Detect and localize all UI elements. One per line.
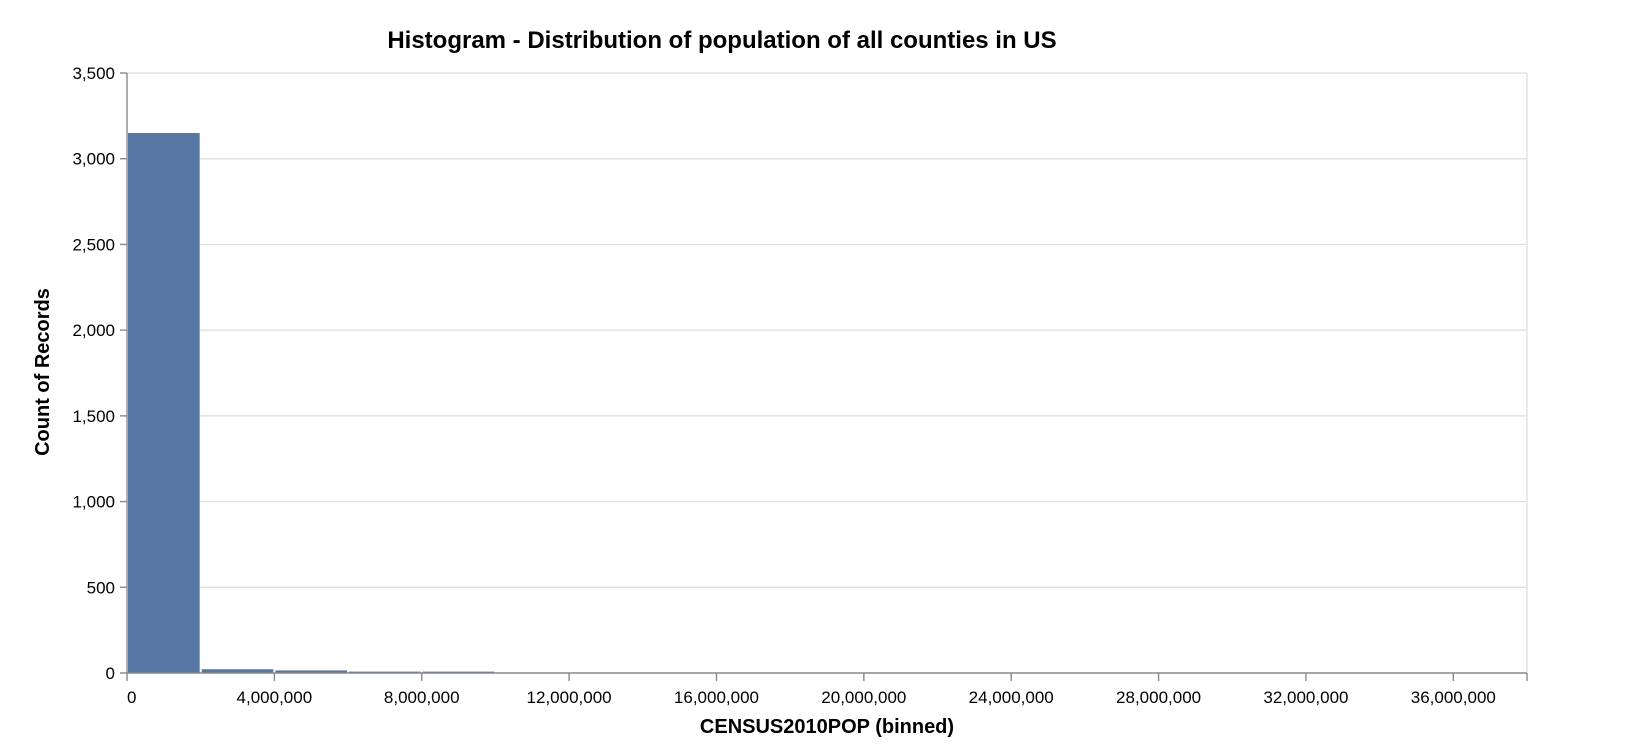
chart-title: Histogram - Distribution of population o… <box>387 27 1056 54</box>
gridlines <box>127 72 1528 673</box>
y-tick-label: 2,500 <box>72 235 115 254</box>
y-tick-label: 3,000 <box>72 150 115 169</box>
axes: 0 500 1,000 1,500 2,000 2,500 3,000 3,500 0 4,000… <box>72 64 1528 707</box>
y-axis-title: Count of Records <box>32 288 54 456</box>
x-tick-label: 24,000,000 <box>969 688 1054 707</box>
x-tick-label: 0 <box>127 688 136 707</box>
x-tick-label: 8,000,000 <box>384 688 460 707</box>
x-tick-label: 4,000,000 <box>237 688 313 707</box>
histogram-bar <box>128 133 200 673</box>
x-tick-label: 32,000,000 <box>1263 688 1348 707</box>
y-tick-label: 3,500 <box>72 64 115 83</box>
x-tick-label: 36,000,000 <box>1411 688 1496 707</box>
y-tick-label: 0 <box>106 664 115 683</box>
y-tick-label: 1,000 <box>72 493 115 512</box>
histogram-bar <box>201 669 274 673</box>
x-tick-label: 12,000,000 <box>527 688 612 707</box>
y-tick-label: 500 <box>87 578 115 597</box>
y-tick-label: 1,500 <box>72 407 115 426</box>
x-tick-label: 20,000,000 <box>821 688 906 707</box>
x-tick-label: 16,000,000 <box>674 688 759 707</box>
bars <box>128 133 495 673</box>
histogram-bar <box>275 670 348 673</box>
x-axis-title: CENSUS2010POP (binned) <box>700 716 954 738</box>
x-tick-label: 28,000,000 <box>1116 688 1201 707</box>
y-tick-label: 2,000 <box>72 321 115 340</box>
